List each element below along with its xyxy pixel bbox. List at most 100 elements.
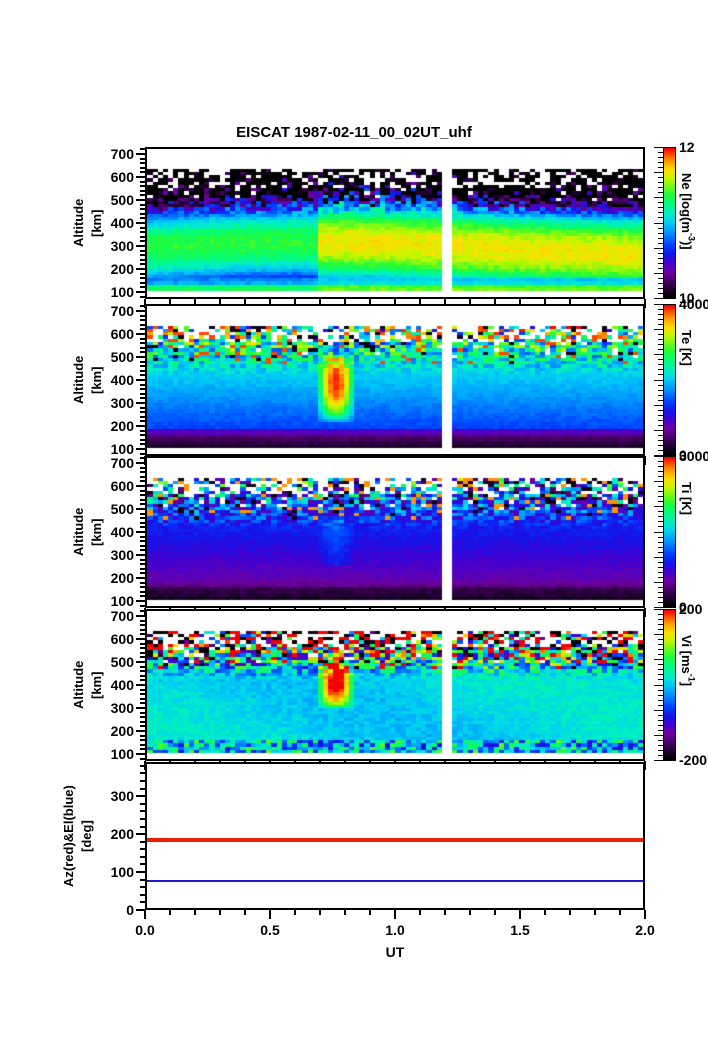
axis-tick-minor xyxy=(140,438,145,441)
altitude-axis-title-ti: Altitude xyxy=(71,507,86,557)
colorbar-tick xyxy=(658,471,663,473)
colorbar-tick xyxy=(654,298,663,299)
colorbar-tick xyxy=(658,586,663,588)
colorbar-tick xyxy=(658,699,663,701)
axis-tick-label: 500 xyxy=(110,191,134,208)
axis-tick-minor xyxy=(140,521,145,524)
axis-tick-minor xyxy=(140,429,145,432)
axis-tick-minor xyxy=(140,457,145,460)
axis-tick-minor xyxy=(140,295,145,298)
azimuth-trace xyxy=(147,837,643,842)
axis-tick-minor xyxy=(140,415,145,418)
axis-tick xyxy=(594,910,596,915)
axis-tick-minor xyxy=(140,526,145,529)
colorbar-tick xyxy=(658,674,663,676)
axis-tick xyxy=(644,761,646,770)
axis-tick-major xyxy=(136,332,145,335)
axis-tick xyxy=(344,299,346,304)
axis-tick-minor xyxy=(140,162,145,165)
altitude-axis-title-ne: Altitude xyxy=(71,198,86,248)
axis-tick-major xyxy=(136,795,145,798)
axis-tick-minor xyxy=(140,342,145,345)
axis-tick-major xyxy=(136,730,145,733)
axis-tick-major xyxy=(136,268,145,271)
axis-tick-minor xyxy=(140,610,145,613)
colorbar-tick xyxy=(658,419,663,421)
colorbar-tick xyxy=(658,546,663,548)
axis-tick xyxy=(369,299,371,304)
colorbar-tick xyxy=(654,197,663,199)
colorbar-gradient-ti xyxy=(663,456,676,608)
altitude-axis-te: 100 200 300 400 500 600 700 xyxy=(111,303,145,457)
colorbar-tick xyxy=(654,556,663,558)
axis-tick-minor xyxy=(140,656,145,659)
angle-axis-title: Az(red)&El(blue) xyxy=(61,785,76,887)
axis-tick-minor xyxy=(140,572,145,575)
axis-tick-minor xyxy=(140,716,145,719)
colorbar-tick xyxy=(658,714,663,716)
colorbar-tick xyxy=(658,389,663,391)
colorbar-tick xyxy=(654,172,663,174)
colorbar-tick xyxy=(658,167,663,169)
axis-tick-label: 100 xyxy=(110,593,134,610)
colorbar-tick xyxy=(654,222,663,224)
axis-tick-minor xyxy=(140,702,145,705)
axis-tick xyxy=(644,910,646,919)
axis-tick-minor xyxy=(140,351,145,354)
axis-tick-minor xyxy=(140,549,145,552)
colorbar-tick xyxy=(658,217,663,219)
axis-tick-minor xyxy=(140,185,145,188)
axis-tick-minor xyxy=(140,471,145,474)
colorbar-tick xyxy=(658,669,663,671)
axis-tick xyxy=(319,299,321,304)
colorbar-tick xyxy=(654,354,663,356)
colorbar-tick xyxy=(654,506,663,508)
axis-tick xyxy=(169,910,171,915)
colorbar-tick xyxy=(658,319,663,321)
axis-tick-label: 300 xyxy=(110,238,134,255)
colorbar-tick xyxy=(658,541,663,543)
colorbar-tick xyxy=(658,212,663,214)
colorbar-tick xyxy=(654,634,663,636)
colorbar-tick xyxy=(658,182,663,184)
axis-tick-minor xyxy=(140,779,145,782)
axis-tick-label: 100 xyxy=(110,746,134,763)
colorbar-vi: 200 -200 Vi [ms-1] xyxy=(652,601,708,768)
axis-tick-minor xyxy=(140,157,145,160)
axis-tick-minor xyxy=(140,180,145,183)
axis-tick-major xyxy=(136,554,145,557)
axis-tick-minor xyxy=(140,517,145,520)
axis-tick-label: 700 xyxy=(110,454,134,471)
colorbar-tick xyxy=(658,292,663,294)
colorbar-tick xyxy=(658,639,663,641)
axis-tick-minor xyxy=(140,840,145,843)
axis-tick-minor xyxy=(140,314,145,317)
colorbar-tick xyxy=(658,237,663,239)
axis-tick xyxy=(619,910,621,915)
colorbar-tick xyxy=(658,162,663,164)
axis-tick-minor xyxy=(140,817,145,820)
axis-tick-minor xyxy=(140,346,145,349)
axis-tick-minor xyxy=(140,411,145,414)
axis-tick-minor xyxy=(140,540,145,543)
axis-tick xyxy=(194,910,196,915)
axis-tick-major xyxy=(136,245,145,248)
colorbar-tick xyxy=(654,272,663,274)
colorbar-tick xyxy=(654,481,663,483)
axis-tick xyxy=(594,299,596,304)
axis-tick xyxy=(469,299,471,304)
colorbar-tick xyxy=(658,596,663,598)
axis-tick-minor xyxy=(140,679,145,682)
colorbar-gradient-te xyxy=(663,304,676,456)
axis-tick xyxy=(569,910,571,915)
axis-tick xyxy=(144,910,146,919)
colorbar-tick xyxy=(658,434,663,436)
altitude-axis-ti: 100 200 300 400 500 600 700 xyxy=(111,455,145,609)
axis-tick-major xyxy=(136,425,145,428)
axis-tick-minor xyxy=(140,665,145,668)
axis-tick xyxy=(394,299,396,308)
axis-tick-minor xyxy=(140,360,145,363)
colorbar-tick xyxy=(658,399,663,401)
axis-tick-minor xyxy=(140,642,145,645)
altitude-axis-ne: 100 200 300 400 500 600 700 xyxy=(111,146,145,300)
